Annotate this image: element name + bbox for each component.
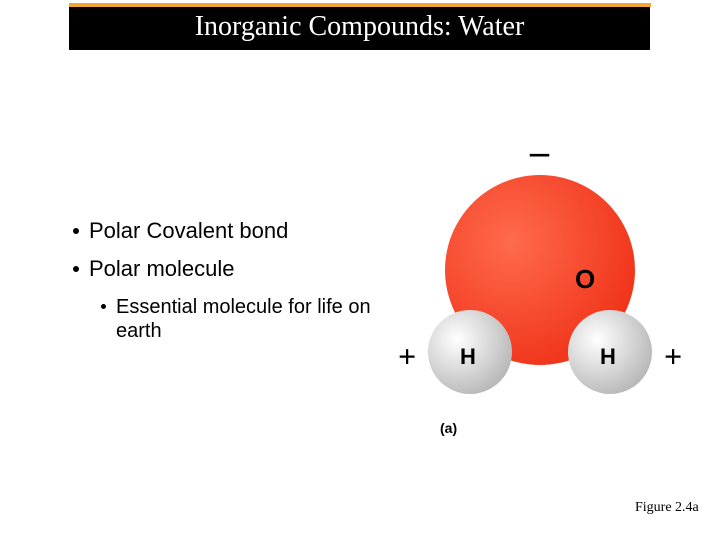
- bullet-text: Essential molecule for life on earth: [116, 295, 373, 343]
- slide: Inorganic Compounds: Water Polar Covalen…: [0, 0, 720, 540]
- slide-title: Inorganic Compounds: Water: [69, 11, 650, 43]
- bullet-dot-icon: [73, 228, 79, 234]
- figure-caption: Figure 2.4a: [635, 500, 699, 516]
- bullet-text: Polar molecule: [89, 256, 235, 282]
- bullet-text: Polar Covalent bond: [89, 218, 288, 244]
- oxygen-label: O: [575, 264, 595, 295]
- hydrogen-label: H: [600, 344, 616, 370]
- panel-label-a: (a): [440, 420, 457, 436]
- charge-plus: +: [664, 338, 682, 375]
- bullet-dot-icon: [101, 304, 106, 309]
- bullet-sub-item: Essential molecule for life on earth: [101, 295, 373, 343]
- hydrogen-label: H: [460, 344, 476, 370]
- charge-minus: –: [530, 130, 549, 174]
- charge-plus: +: [398, 338, 416, 375]
- bullet-list: Polar Covalent bond Polar molecule Essen…: [73, 218, 373, 343]
- water-molecule-diagram: O H H – + + (a): [380, 120, 700, 420]
- bullet-item: Polar molecule: [73, 256, 373, 282]
- bullet-dot-icon: [73, 266, 79, 272]
- bullet-item: Polar Covalent bond: [73, 218, 373, 244]
